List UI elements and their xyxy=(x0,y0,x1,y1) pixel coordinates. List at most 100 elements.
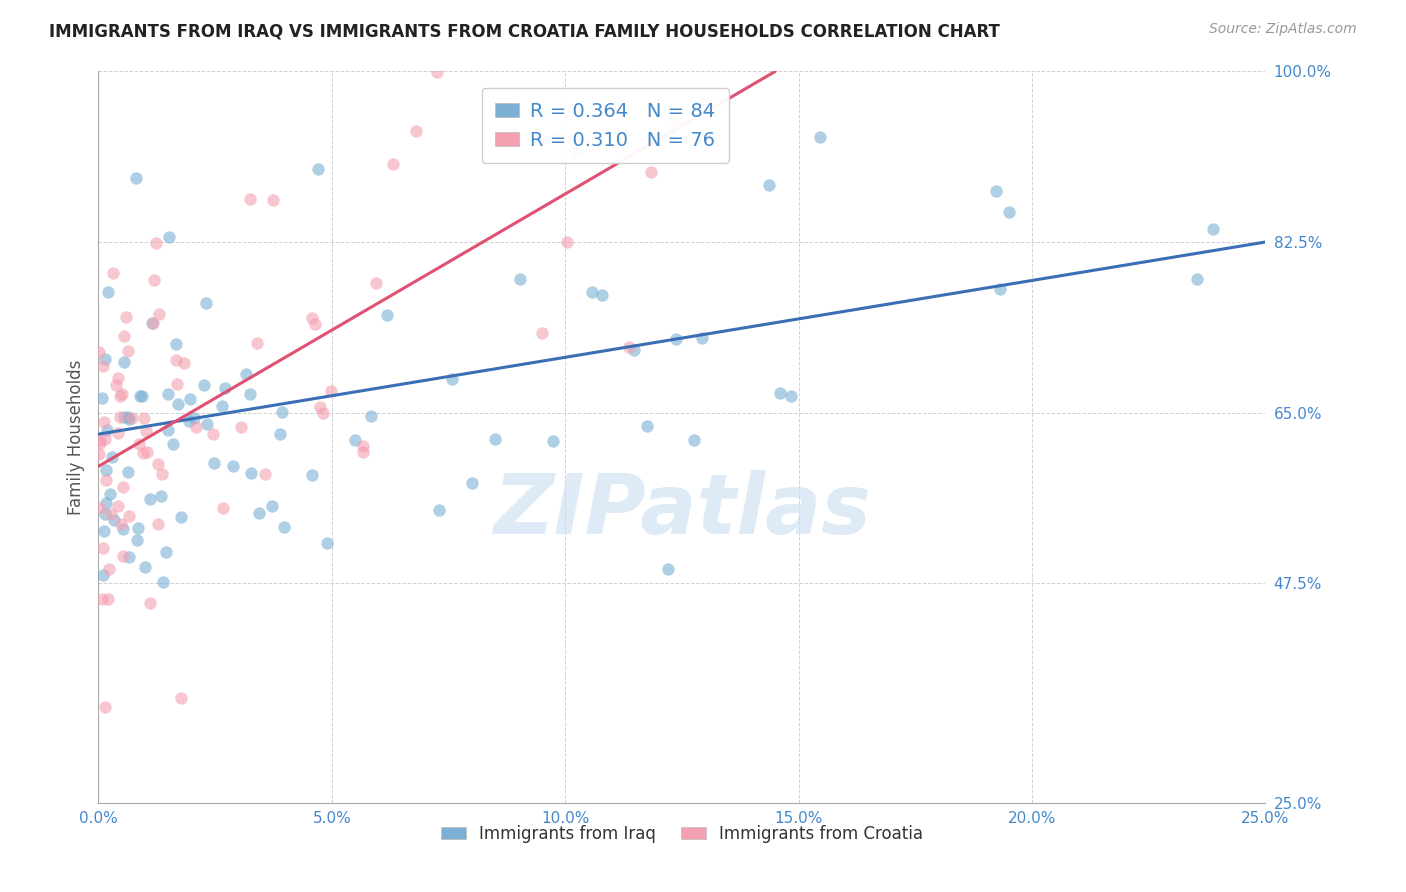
Point xyxy=(665,332,688,346)
Point xyxy=(148,457,170,471)
Point xyxy=(129,389,152,403)
Point xyxy=(212,500,235,515)
Point xyxy=(998,204,1021,219)
Point xyxy=(808,129,831,144)
Point xyxy=(110,517,132,532)
Point xyxy=(229,420,252,434)
Point xyxy=(170,691,193,706)
Point xyxy=(96,496,118,510)
Point xyxy=(758,178,780,193)
Point xyxy=(152,574,174,589)
Point xyxy=(405,124,427,138)
Point xyxy=(112,329,135,343)
Point xyxy=(128,437,150,451)
Point xyxy=(145,235,167,250)
Point xyxy=(134,560,156,574)
Legend: Immigrants from Iraq, Immigrants from Croatia: Immigrants from Iraq, Immigrants from Cr… xyxy=(434,818,929,849)
Point xyxy=(202,456,225,470)
Point xyxy=(683,434,706,448)
Point xyxy=(166,376,188,391)
Point xyxy=(270,405,292,419)
Point xyxy=(107,499,129,513)
Point xyxy=(111,549,134,563)
Point xyxy=(541,434,564,448)
Point xyxy=(177,414,200,428)
Point xyxy=(316,536,339,550)
Point xyxy=(254,467,277,481)
Point xyxy=(97,592,120,607)
Point xyxy=(184,420,207,434)
Text: IMMIGRANTS FROM IRAQ VS IMMIGRANTS FROM CROATIA FAMILY HOUSEHOLDS CORRELATION CH: IMMIGRANTS FROM IRAQ VS IMMIGRANTS FROM … xyxy=(49,22,1000,40)
Text: Source: ZipAtlas.com: Source: ZipAtlas.com xyxy=(1209,22,1357,37)
Point xyxy=(619,340,641,354)
Point xyxy=(141,316,163,330)
Point xyxy=(202,427,225,442)
Point xyxy=(307,161,329,176)
Point xyxy=(260,499,283,513)
Point xyxy=(273,520,295,534)
Point xyxy=(111,387,134,401)
Point xyxy=(114,310,136,325)
Point xyxy=(104,377,127,392)
Point xyxy=(112,410,135,425)
Point xyxy=(312,406,335,420)
Point xyxy=(636,418,658,433)
Point xyxy=(141,316,163,330)
Point xyxy=(509,272,531,286)
Point xyxy=(426,65,449,79)
Text: ZIPatlas: ZIPatlas xyxy=(494,470,870,550)
Point xyxy=(984,184,1007,198)
Point xyxy=(195,296,218,310)
Point xyxy=(352,439,374,453)
Point xyxy=(214,381,236,395)
Point xyxy=(565,145,588,159)
Point xyxy=(195,417,218,432)
Point xyxy=(117,344,139,359)
Point xyxy=(165,337,187,351)
Point xyxy=(591,287,613,301)
Point xyxy=(107,371,129,385)
Point xyxy=(131,446,153,460)
Point xyxy=(127,520,149,534)
Point xyxy=(93,524,115,538)
Point xyxy=(1202,222,1225,236)
Point xyxy=(440,372,463,386)
Point xyxy=(235,367,257,381)
Point xyxy=(91,567,114,582)
Point xyxy=(247,506,270,520)
Point xyxy=(94,432,117,446)
Point xyxy=(108,389,131,403)
Point xyxy=(118,549,141,564)
Point xyxy=(101,450,124,464)
Point xyxy=(112,355,135,369)
Point xyxy=(96,473,118,487)
Point xyxy=(167,397,190,411)
Point xyxy=(96,423,118,437)
Point xyxy=(91,541,114,555)
Point xyxy=(150,467,173,481)
Point xyxy=(98,486,121,500)
Point xyxy=(211,399,233,413)
Point xyxy=(89,434,111,448)
Point xyxy=(94,351,117,366)
Point xyxy=(107,426,129,441)
Point xyxy=(269,427,291,442)
Point xyxy=(142,273,165,287)
Point xyxy=(96,463,118,477)
Point xyxy=(427,503,450,517)
Point xyxy=(301,311,323,326)
Point xyxy=(665,114,688,128)
Point xyxy=(108,409,131,424)
Point xyxy=(101,266,124,280)
Point xyxy=(127,533,149,547)
Point xyxy=(695,95,717,109)
Point xyxy=(352,445,374,459)
Point xyxy=(657,562,679,576)
Point xyxy=(1185,272,1208,286)
Point xyxy=(112,522,135,536)
Point xyxy=(148,307,170,321)
Point xyxy=(301,468,323,483)
Point xyxy=(135,445,157,459)
Point xyxy=(309,400,332,414)
Point xyxy=(344,433,367,447)
